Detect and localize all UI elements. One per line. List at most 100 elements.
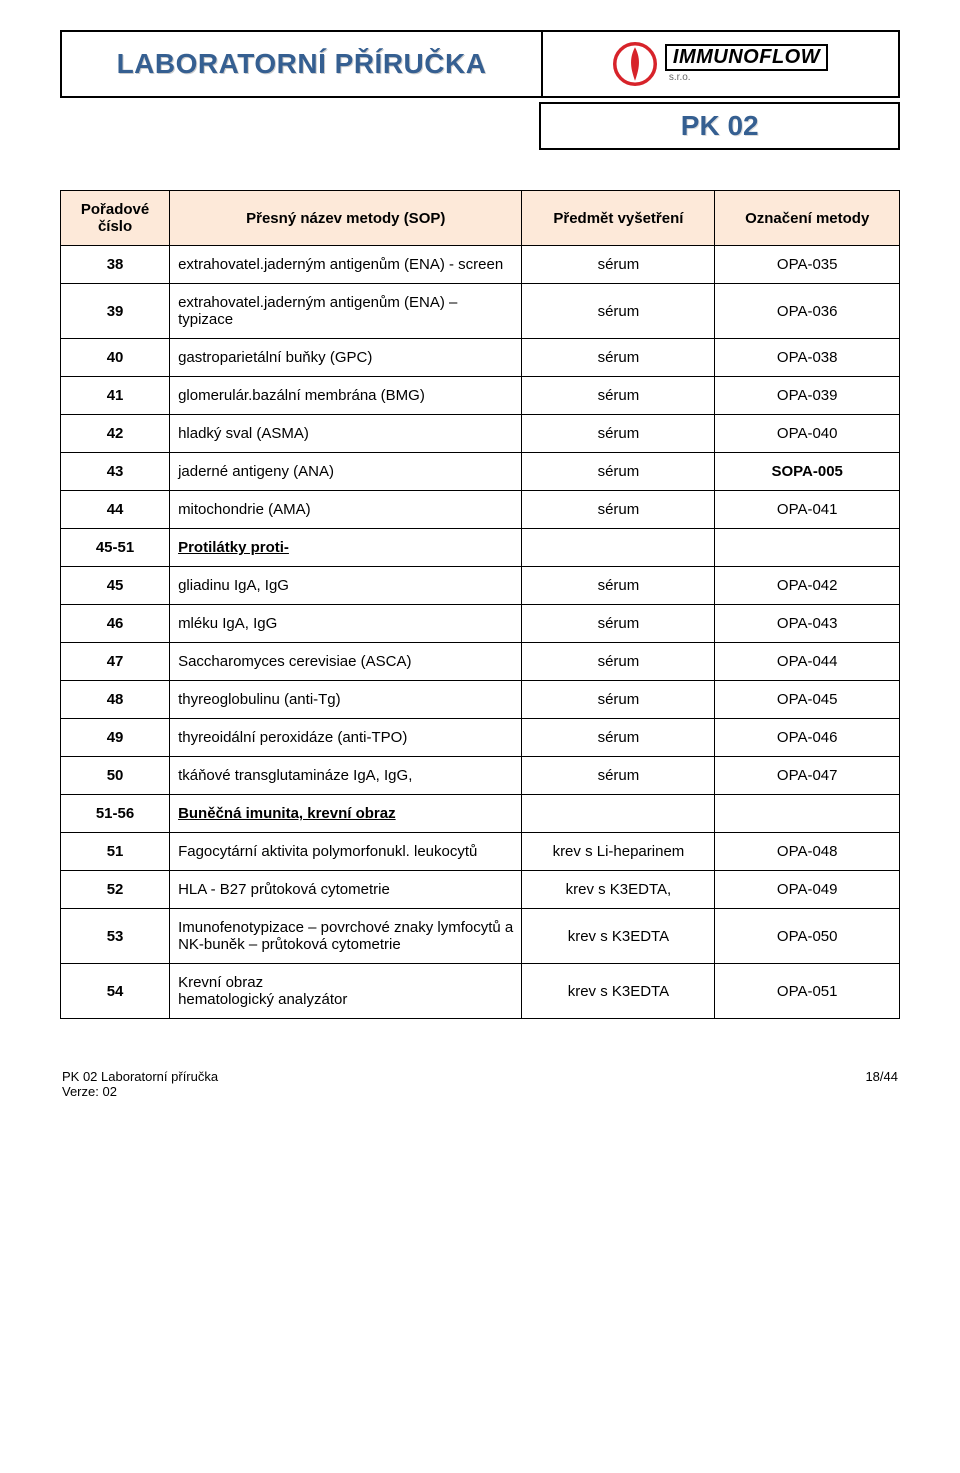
table-row: 52HLA - B27 průtoková cytometriekrev s K… [61,871,900,909]
col-num-header: Pořadové číslo [61,191,170,246]
cell-num: 51-56 [61,795,170,833]
table-row: 47Saccharomyces cerevisiae (ASCA)sérumOP… [61,643,900,681]
immunoflow-logo-icon [613,42,657,86]
cell-num: 48 [61,681,170,719]
cell-name: HLA - B27 průtoková cytometrie [170,871,522,909]
methods-table: Pořadové číslo Přesný název metody (SOP)… [60,190,900,1019]
cell-code: OPA-044 [715,643,900,681]
pk-row: PK 02 [60,102,900,150]
table-row: 50tkáňové transglutamináze IgA, IgG,séru… [61,757,900,795]
cell-code [715,795,900,833]
cell-name: hladký sval (ASMA) [170,415,522,453]
footer-version: Verze: 02 [62,1084,218,1099]
cell-name: jaderné antigeny (ANA) [170,453,522,491]
table-row: 51Fagocytární aktivita polymorfonukl. le… [61,833,900,871]
cell-subject: sérum [522,719,715,757]
cell-name: Buněčná imunita, krevní obraz [170,795,522,833]
page-footer: PK 02 Laboratorní příručka Verze: 02 18/… [60,1069,900,1099]
cell-subject: krev s K3EDTA, [522,871,715,909]
cell-num: 38 [61,246,170,284]
logo-text-wrap: IMMUNOFLOW s.r.o. [665,44,828,84]
cell-subject: sérum [522,681,715,719]
cell-code: OPA-051 [715,964,900,1019]
col-name-header: Přesný název metody (SOP) [170,191,522,246]
cell-num: 52 [61,871,170,909]
cell-subject: krev s K3EDTA [522,964,715,1019]
cell-code: OPA-043 [715,605,900,643]
table-row: 43jaderné antigeny (ANA)sérumSOPA-005 [61,453,900,491]
cell-subject: krev s Li-heparinem [522,833,715,871]
table-row: 40gastroparietální buňky (GPC)sérumOPA-0… [61,339,900,377]
cell-subject: sérum [522,453,715,491]
table-row: 54Krevní obraz hematologický analyzátork… [61,964,900,1019]
cell-num: 40 [61,339,170,377]
cell-num: 41 [61,377,170,415]
col-subj-header: Předmět vyšetření [522,191,715,246]
footer-left: PK 02 Laboratorní příručka Verze: 02 [62,1069,218,1099]
cell-code: OPA-050 [715,909,900,964]
table-row: 46mléku IgA, IgGsérumOPA-043 [61,605,900,643]
cell-name: extrahovatel.jaderným antigenům (ENA) – … [170,284,522,339]
cell-code: OPA-046 [715,719,900,757]
cell-code: OPA-048 [715,833,900,871]
cell-subject: sérum [522,339,715,377]
footer-doc-title: PK 02 Laboratorní příručka [62,1069,218,1084]
logo-suffix: s.r.o. [669,73,691,84]
pk-code: PK 02 [539,102,900,150]
cell-subject: krev s K3EDTA [522,909,715,964]
cell-name: Protilátky proti- [170,529,522,567]
cell-num: 46 [61,605,170,643]
cell-code: OPA-049 [715,871,900,909]
cell-code: OPA-042 [715,567,900,605]
cell-subject: sérum [522,643,715,681]
table-row: 45gliadinu IgA, IgGsérumOPA-042 [61,567,900,605]
cell-name: Krevní obraz hematologický analyzátor [170,964,522,1019]
cell-subject [522,795,715,833]
table-row: 39extrahovatel.jaderným antigenům (ENA) … [61,284,900,339]
cell-num: 45 [61,567,170,605]
cell-num: 45-51 [61,529,170,567]
cell-subject: sérum [522,246,715,284]
table-row: 38extrahovatel.jaderným antigenům (ENA) … [61,246,900,284]
logo-brand: IMMUNOFLOW [665,44,828,71]
cell-name: tkáňové transglutamináze IgA, IgG, [170,757,522,795]
table-row: 44mitochondrie (AMA)sérumOPA-041 [61,491,900,529]
cell-name: mléku IgA, IgG [170,605,522,643]
table-row: 51-56Buněčná imunita, krevní obraz [61,795,900,833]
cell-subject: sérum [522,605,715,643]
table-row: 49thyreoidální peroxidáze (anti-TPO)séru… [61,719,900,757]
cell-code: OPA-039 [715,377,900,415]
cell-code [715,529,900,567]
cell-num: 42 [61,415,170,453]
table-row: 41glomerulár.bazální membrána (BMG)sérum… [61,377,900,415]
cell-code: OPA-047 [715,757,900,795]
cell-name: thyreoglobulinu (anti-Tg) [170,681,522,719]
cell-code: OPA-035 [715,246,900,284]
cell-num: 43 [61,453,170,491]
cell-code: OPA-038 [715,339,900,377]
cell-name: Imunofenotypizace – povrchové znaky lymf… [170,909,522,964]
page-title: LABORATORNÍ PŘÍRUČKA [117,48,487,80]
cell-subject: sérum [522,567,715,605]
table-row: 45-51Protilátky proti- [61,529,900,567]
cell-subject [522,529,715,567]
cell-name: gliadinu IgA, IgG [170,567,522,605]
cell-name: thyreoidální peroxidáze (anti-TPO) [170,719,522,757]
cell-name: mitochondrie (AMA) [170,491,522,529]
cell-name: extrahovatel.jaderným antigenům (ENA) - … [170,246,522,284]
footer-page-number: 18/44 [865,1069,898,1099]
cell-subject: sérum [522,415,715,453]
cell-subject: sérum [522,377,715,415]
cell-num: 47 [61,643,170,681]
header-row: LABORATORNÍ PŘÍRUČKA IMMUNOFLOW s.r.o. [60,30,900,98]
cell-num: 54 [61,964,170,1019]
cell-num: 53 [61,909,170,964]
table-header-row: Pořadové číslo Přesný název metody (SOP)… [61,191,900,246]
cell-num: 39 [61,284,170,339]
cell-subject: sérum [522,757,715,795]
table-row: 53Imunofenotypizace – povrchové znaky ly… [61,909,900,964]
cell-code: OPA-040 [715,415,900,453]
logo-box: IMMUNOFLOW s.r.o. [541,30,900,98]
cell-subject: sérum [522,491,715,529]
cell-num: 44 [61,491,170,529]
